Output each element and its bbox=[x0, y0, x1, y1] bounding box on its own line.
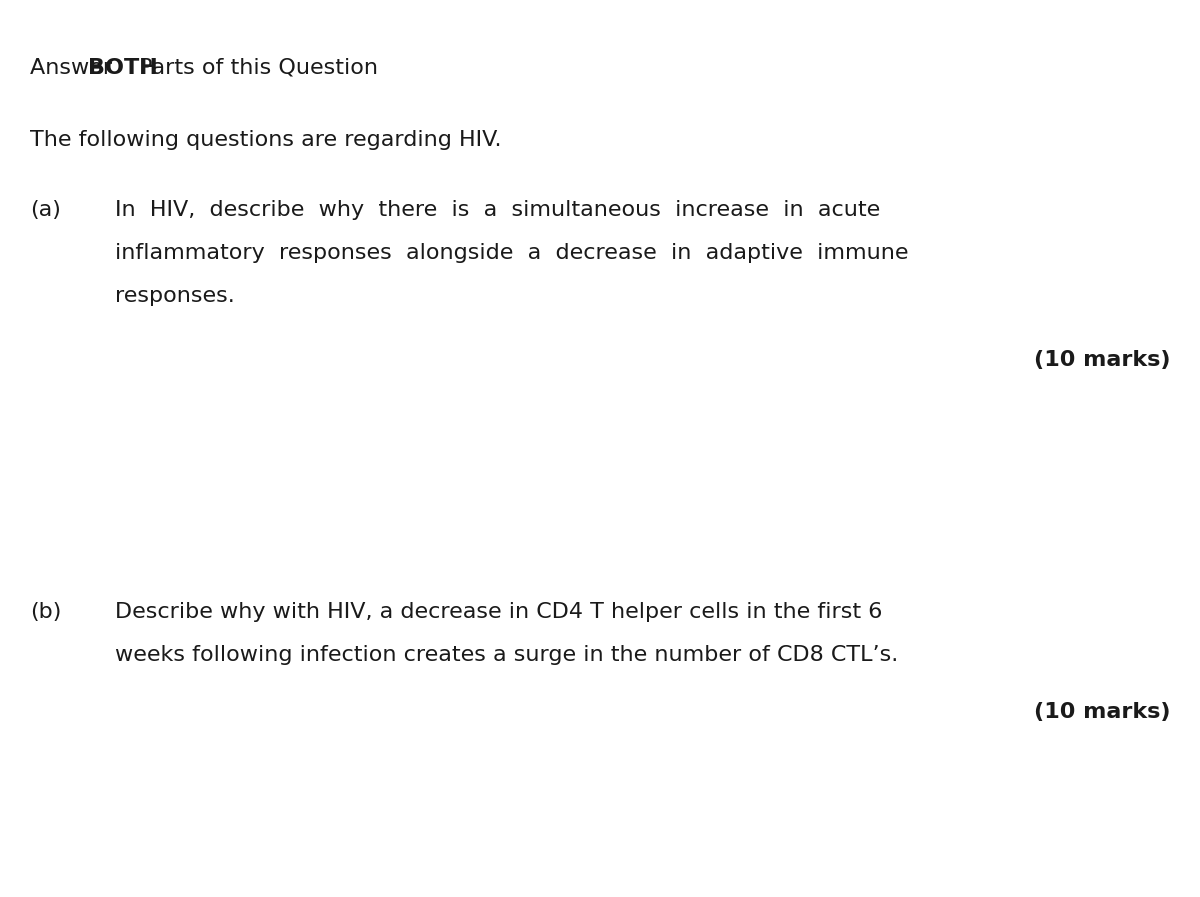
Text: In  HIV,  describe  why  there  is  a  simultaneous  increase  in  acute: In HIV, describe why there is a simultan… bbox=[115, 200, 881, 220]
Text: (10 marks): (10 marks) bbox=[1033, 702, 1170, 722]
Text: Parts of this Question: Parts of this Question bbox=[132, 58, 378, 78]
Text: BOTH: BOTH bbox=[88, 58, 157, 78]
Text: inflammatory  responses  alongside  a  decrease  in  adaptive  immune: inflammatory responses alongside a decre… bbox=[115, 243, 908, 263]
Text: weeks following infection creates a surge in the number of CD8 CTL’s.: weeks following infection creates a surg… bbox=[115, 645, 899, 665]
Text: (a): (a) bbox=[30, 200, 61, 220]
Text: (b): (b) bbox=[30, 602, 61, 622]
Text: Answer: Answer bbox=[30, 58, 119, 78]
Text: Describe why with HIV, a decrease in CD4 T helper cells in the first 6: Describe why with HIV, a decrease in CD4… bbox=[115, 602, 882, 622]
Text: responses.: responses. bbox=[115, 286, 235, 306]
Text: (10 marks): (10 marks) bbox=[1033, 350, 1170, 370]
Text: The following questions are regarding HIV.: The following questions are regarding HI… bbox=[30, 130, 502, 150]
